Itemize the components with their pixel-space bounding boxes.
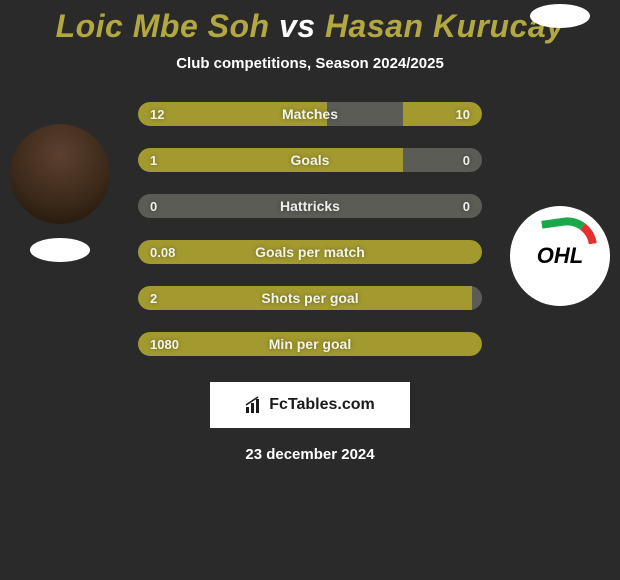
- player2-avatar-block: OHL: [510, 124, 610, 262]
- comparison-infographic: Loic Mbe Soh vs Hasan Kurucay Club compe…: [0, 0, 620, 580]
- bar-fill-left: [138, 102, 327, 126]
- player2-club-logo: OHL: [510, 206, 610, 306]
- bar-track: [138, 148, 482, 172]
- player1-photo: [10, 124, 110, 224]
- stat-row: 1 Goals 0: [138, 148, 482, 172]
- footer-brand-box: FcTables.com: [210, 382, 410, 428]
- bar-fill-left: [138, 286, 472, 310]
- stat-row: 12 Matches 10: [138, 102, 482, 126]
- stats-bars: 12 Matches 10 1 Goals 0 0 Hattricks 0 0.…: [138, 102, 482, 356]
- bar-fill-left: [138, 332, 482, 356]
- footer-brand-text: FcTables.com: [269, 396, 375, 414]
- bar-fill-left: [138, 148, 403, 172]
- bar-track: [138, 102, 482, 126]
- bar-fill-left: [138, 240, 482, 264]
- bar-track: [138, 240, 482, 264]
- title-vs: vs: [279, 8, 316, 44]
- club-logo-text: OHL: [537, 243, 583, 269]
- stat-row: 1080 Min per goal: [138, 332, 482, 356]
- chart-icon: [245, 396, 263, 414]
- player1-avatar-block: [10, 124, 110, 262]
- title-player2: Hasan Kurucay: [325, 8, 564, 44]
- stat-row: 0.08 Goals per match: [138, 240, 482, 264]
- player2-flag: [530, 4, 590, 28]
- stat-row: 0 Hattricks 0: [138, 194, 482, 218]
- bar-track: [138, 286, 482, 310]
- subtitle: Club competitions, Season 2024/2025: [176, 55, 444, 72]
- page-title: Loic Mbe Soh vs Hasan Kurucay: [56, 8, 565, 45]
- date-text: 23 december 2024: [245, 446, 374, 463]
- bar-track: [138, 332, 482, 356]
- stat-row: 2 Shots per goal: [138, 286, 482, 310]
- bar-fill-right: [403, 102, 482, 126]
- player1-flag: [30, 238, 90, 262]
- title-player1: Loic Mbe Soh: [56, 8, 270, 44]
- bar-track: [138, 194, 482, 218]
